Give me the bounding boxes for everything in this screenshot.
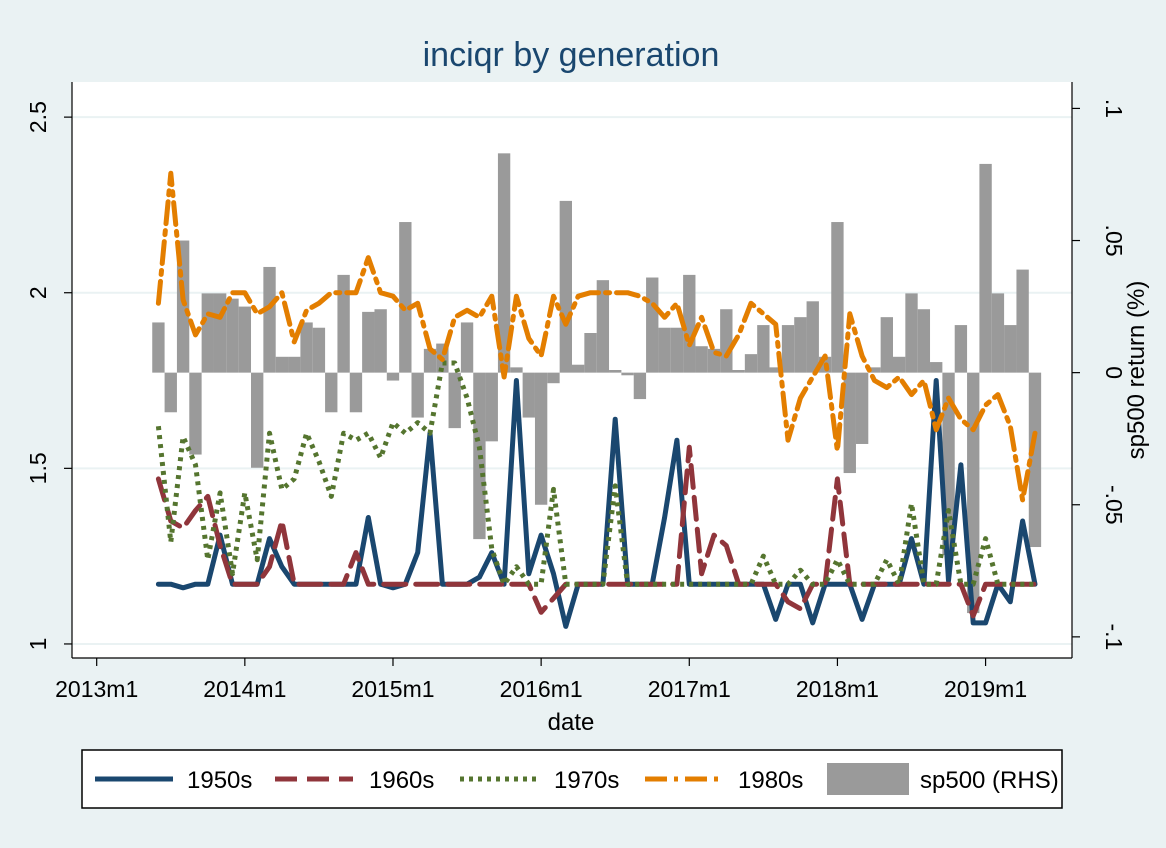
bar-2015m10 [497, 153, 511, 373]
y2-tick-label-.05: .05 [1101, 225, 1127, 257]
bar-2013m9 [189, 372, 202, 455]
bar-2016m4 [572, 364, 585, 373]
bar-2017m9 [781, 325, 795, 373]
bar-2019m2 [991, 293, 1005, 373]
x-tick-label-2017m1: 2017m1 [648, 676, 731, 702]
bar-2015m1 [386, 372, 400, 381]
bar-2015m12 [522, 372, 535, 418]
bar-2014m7 [312, 327, 326, 373]
legend: 1950s 1960s 1970s 1980s sp500 (RHS) [95, 763, 1059, 795]
bar-2018m5 [880, 317, 893, 373]
bar-2018m4 [868, 367, 881, 373]
x-tick-label-2015m1: 2015m1 [351, 676, 434, 702]
bar-2015m4 [423, 348, 437, 373]
bar-2017m8 [769, 367, 782, 373]
y2-tick-label-.1: .1 [1101, 99, 1127, 118]
bar-2014m6 [300, 322, 313, 373]
legend-label-sp500RHS: sp500 (RHS) [920, 767, 1059, 794]
y-tick-label-1: 1 [25, 638, 51, 651]
bar-2014m2 [251, 372, 264, 468]
bar-2014m4 [275, 356, 289, 373]
bar-2016m12 [670, 327, 684, 373]
bar-2013m7 [164, 372, 177, 413]
bar-2016m5 [584, 333, 597, 373]
bar-2013m6 [152, 322, 165, 373]
bar-2014m9 [337, 274, 350, 373]
y2-axis-title: sp500 return (%) [1123, 281, 1150, 460]
bar-2019m4 [1016, 269, 1029, 373]
axes: 1 1.5 2 2.5 -.1 -.05 0 .05 .1 2013m1 2014m1 2015m1 2… [25, 99, 1127, 702]
y2-tick-label-0: 0 [1101, 366, 1127, 379]
bar-2015m7 [460, 322, 474, 373]
bar-2019m1 [979, 163, 992, 373]
bar-2017m10 [794, 317, 807, 373]
bar-2017m2 [695, 346, 708, 373]
bar-2016m8 [621, 372, 634, 376]
bar-2014m8 [325, 372, 338, 413]
bar-2019m5 [1028, 372, 1042, 548]
line-series [155, 170, 1038, 629]
x-tick-label-2018m1: 2018m1 [796, 676, 879, 702]
bar-2014m11 [362, 311, 375, 373]
bar-2017m4 [720, 309, 733, 373]
bar-2013m12 [226, 298, 239, 373]
bar-2017m1 [683, 274, 696, 373]
y-tick-label-2: 2 [25, 286, 51, 299]
bar-2014m1 [238, 306, 252, 373]
bar-2016m11 [658, 327, 671, 373]
x-tick-label-2016m1: 2016m1 [500, 676, 583, 702]
bar-2015m6 [448, 372, 461, 429]
bar-2018m9 [930, 362, 943, 373]
bar-2017m11 [806, 301, 819, 373]
bar-2016m1 [534, 372, 548, 505]
bar-2013m10 [201, 293, 214, 373]
bar-2015m9 [485, 372, 498, 442]
bar-2017m7 [757, 325, 770, 373]
bar-2016m10 [646, 277, 659, 373]
bar-2018m8 [917, 309, 931, 373]
x-axis-title: date [548, 709, 595, 736]
legend-label-1950s: 1950s [187, 767, 252, 794]
y-tick-label-2.5: 2.5 [25, 101, 51, 133]
y2-tick-label--.05: -.05 [1101, 485, 1127, 525]
x-tick-label-2019m1: 2019m1 [944, 676, 1027, 702]
legend-swatch-sp500RHS [827, 763, 909, 795]
bar-2018m3 [855, 372, 869, 444]
chart-title: inciqr by generation [423, 36, 720, 74]
bar-2018m6 [892, 356, 906, 373]
y-tick-label-1.5: 1.5 [25, 452, 51, 484]
bar-2014m3 [263, 266, 276, 373]
x-tick-label-2013m1: 2013m1 [55, 676, 138, 702]
bar-2017m6 [744, 354, 758, 373]
bar-2016m6 [596, 280, 610, 373]
bar-2018m7 [905, 293, 918, 373]
bar-2016m9 [633, 372, 647, 400]
bar-2018m11 [954, 325, 968, 373]
bar-2016m2 [547, 372, 560, 384]
legend-label-1970s: 1970s [554, 767, 619, 794]
bar-2018m2 [843, 372, 856, 474]
bar-2016m7 [609, 370, 622, 373]
bar-2014m10 [349, 372, 363, 413]
bar-2014m5 [288, 356, 301, 373]
bar-2015m11 [510, 367, 523, 373]
bar-2015m3 [411, 372, 424, 418]
y2-tick-label--.1: -.1 [1101, 623, 1127, 650]
bar-2018m1 [831, 222, 844, 373]
bar-2017m5 [732, 370, 745, 373]
bar-series-sp500 [152, 153, 1042, 614]
x-tick-label-2014m1: 2014m1 [203, 676, 286, 702]
bar-2019m3 [1004, 325, 1017, 373]
bar-2016m3 [559, 200, 572, 373]
series-line-1960s [155, 444, 1038, 619]
bar-2015m2 [399, 222, 412, 373]
legend-label-1980s: 1980s [738, 767, 803, 794]
bar-2014m12 [374, 309, 387, 373]
series-line-1980s [155, 170, 1038, 503]
legend-label-1960s: 1960s [369, 767, 434, 794]
bar-2013m11 [213, 293, 227, 373]
